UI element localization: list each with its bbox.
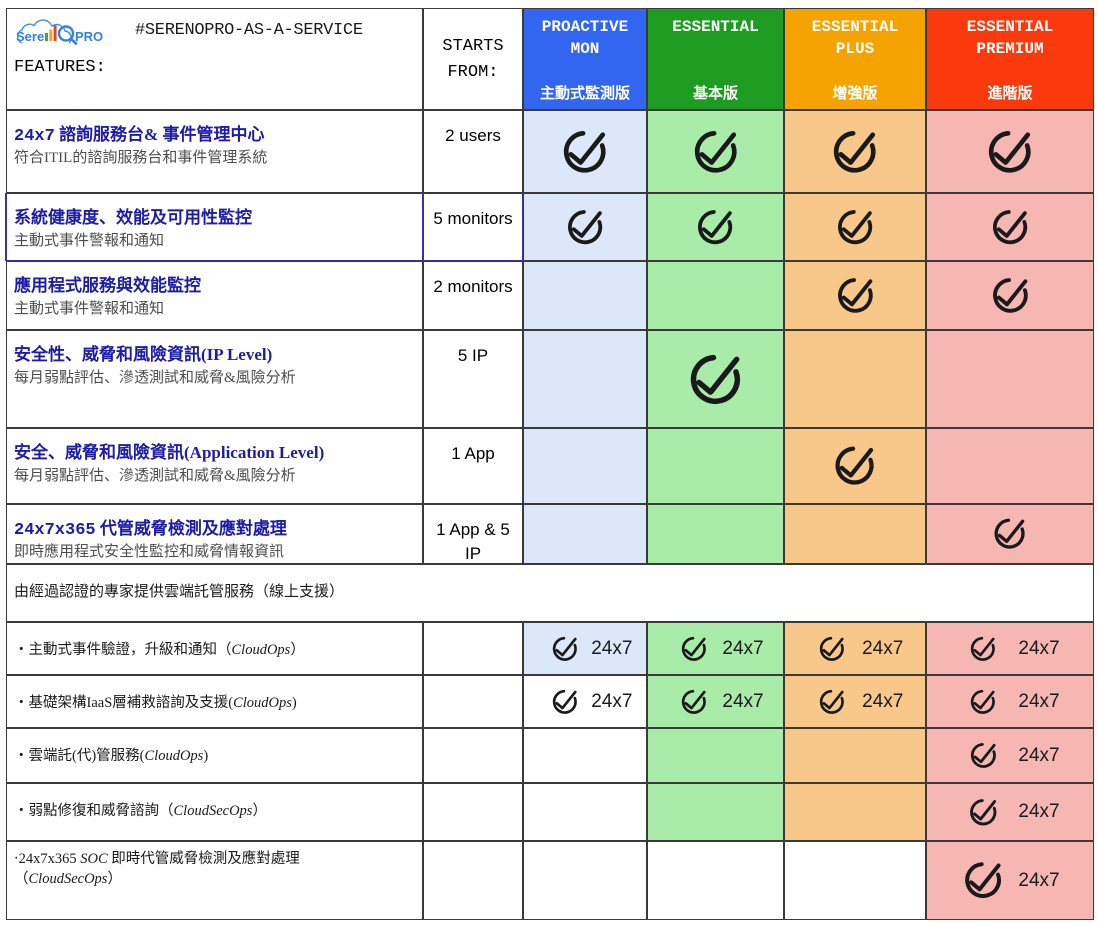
svg-text:PRO: PRO bbox=[75, 29, 103, 44]
svg-text:Sere: Sere bbox=[16, 29, 44, 44]
